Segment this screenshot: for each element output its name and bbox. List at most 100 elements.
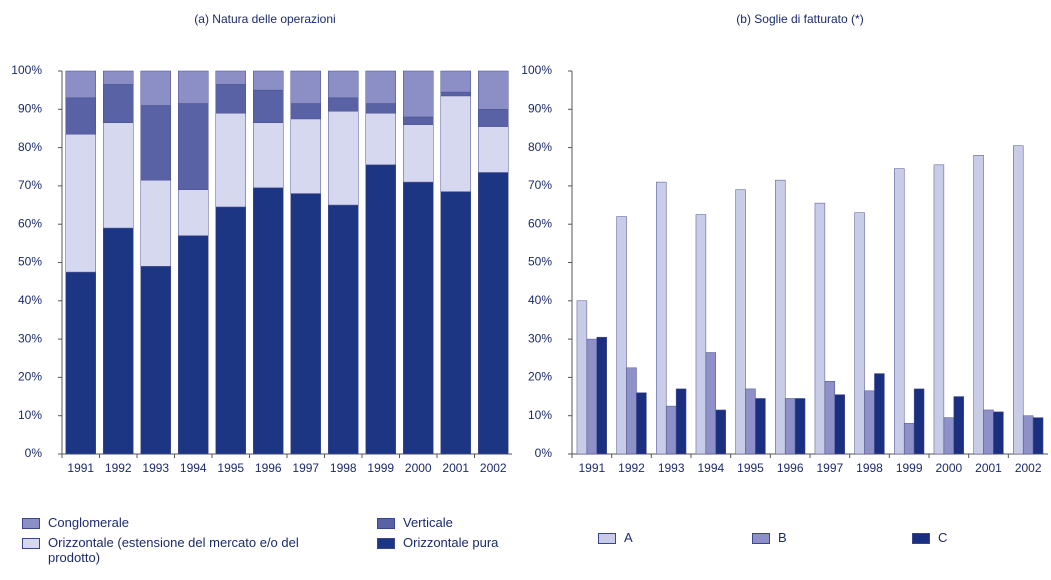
bar: [1022, 415, 1034, 455]
bar: [854, 212, 865, 455]
legend-label: Orizzontale pura: [403, 535, 499, 550]
legend-swatch: [912, 533, 930, 544]
y-tick-label: 90%: [18, 101, 42, 115]
bar: [715, 409, 726, 455]
bar-segment: [328, 70, 359, 99]
legend-swatch: [377, 518, 395, 529]
bar: [784, 398, 796, 455]
bar: [814, 202, 826, 455]
bar-segment: [178, 103, 209, 190]
y-tick-label: 50%: [18, 255, 42, 269]
bar-segment: [403, 124, 434, 183]
x-tick-label: 1998: [330, 461, 357, 475]
bar: [874, 373, 885, 455]
bar-segment: [403, 116, 434, 125]
y-tick-label: 70%: [18, 178, 42, 192]
bar-segment: [103, 70, 134, 85]
bar: [953, 396, 964, 455]
bar-segment: [290, 70, 321, 104]
bar-segment: [365, 164, 396, 455]
bar-segment: [140, 266, 171, 455]
bar-segment: [215, 84, 246, 114]
bar: [745, 388, 756, 455]
bar: [735, 189, 746, 455]
bar: [834, 394, 845, 455]
bar: [993, 411, 1004, 455]
bar-segment: [215, 70, 246, 85]
legend-item: B: [752, 530, 872, 545]
x-tick-label: 1994: [180, 461, 207, 475]
bar-segment: [365, 70, 396, 104]
bar-segment: [140, 70, 171, 106]
y-tick-label: 30%: [18, 331, 42, 345]
y-tick-label: 60%: [528, 216, 552, 230]
legend-item: C: [912, 530, 1032, 545]
legend-label: C: [938, 530, 948, 545]
bar: [695, 214, 707, 455]
bar: [913, 388, 925, 455]
bar: [775, 179, 786, 455]
bar-segment: [365, 103, 396, 114]
bar-segment: [253, 70, 284, 91]
bar: [894, 168, 905, 455]
x-tick-label: 1999: [896, 461, 923, 475]
legend-swatch: [752, 533, 770, 544]
y-tick-label: 80%: [18, 140, 42, 154]
bar-segment: [178, 189, 209, 236]
bar: [675, 388, 687, 455]
bar: [616, 216, 627, 455]
bar: [794, 398, 806, 455]
y-tick-label: 0%: [25, 446, 43, 460]
y-tick-label: 20%: [18, 370, 42, 384]
legend-item: Verticale: [377, 515, 577, 530]
y-tick-label: 50%: [528, 255, 552, 269]
legend-swatch: [377, 538, 395, 549]
y-tick-label: 40%: [528, 293, 552, 307]
y-tick-label: 80%: [528, 140, 552, 154]
legend-label: Orizzontale (estensione del mercato e/o …: [48, 535, 299, 565]
x-tick-label: 1995: [217, 461, 244, 475]
legend-swatch: [22, 518, 40, 529]
bar: [903, 423, 915, 455]
bar-segment: [290, 193, 321, 455]
bar: [973, 155, 984, 455]
legend-label: B: [778, 530, 787, 545]
bar: [983, 409, 994, 455]
x-tick-label: 1992: [105, 461, 132, 475]
legend-swatch: [22, 538, 40, 549]
x-tick-label: 1994: [697, 461, 724, 475]
legend-label: Conglomerale: [48, 515, 129, 530]
bar-segment: [65, 70, 96, 99]
bar: [705, 352, 717, 455]
bar: [665, 405, 677, 455]
x-tick-label: 1995: [737, 461, 764, 475]
y-tick-label: 70%: [528, 178, 552, 192]
bar: [586, 338, 598, 455]
bar-segment: [253, 89, 284, 123]
x-tick-label: 1997: [816, 461, 843, 475]
bar-segment: [290, 118, 321, 194]
x-tick-label: 1993: [142, 461, 169, 475]
bar-segment: [140, 105, 171, 181]
bar: [943, 417, 955, 455]
legend-item: A: [598, 530, 718, 545]
bar-segment: [403, 181, 434, 455]
y-tick-label: 90%: [528, 101, 552, 115]
bar: [636, 392, 647, 455]
y-tick-label: 30%: [528, 331, 552, 345]
legend-label: A: [624, 530, 633, 545]
x-tick-label: 1997: [292, 461, 319, 475]
bar-segment: [178, 70, 209, 104]
bar-segment: [103, 122, 134, 229]
x-tick-label: 1991: [578, 461, 605, 475]
bar: [576, 300, 588, 455]
bar: [656, 181, 667, 455]
y-tick-label: 10%: [18, 408, 42, 422]
x-tick-label: 1991: [67, 461, 94, 475]
bar: [1032, 417, 1044, 455]
y-tick-label: 20%: [528, 370, 552, 384]
bar-segment: [103, 227, 134, 455]
bar-segment: [253, 187, 284, 455]
